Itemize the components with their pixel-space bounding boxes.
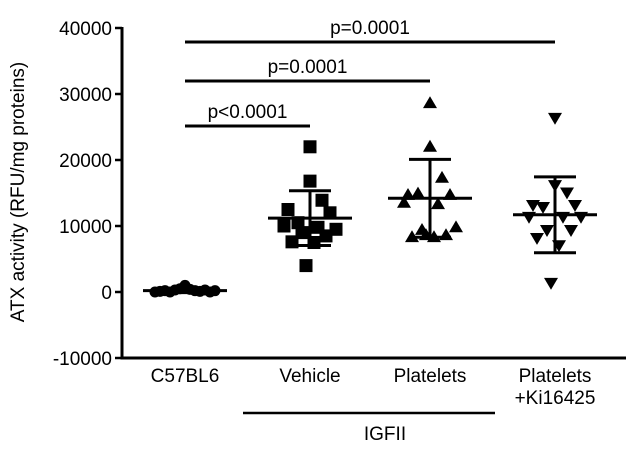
data-point [526, 199, 540, 212]
data-point [435, 170, 449, 183]
data-point [281, 203, 295, 216]
data-point [397, 195, 411, 208]
p-value-label: p=0.0001 [330, 18, 410, 39]
axes: -10000 0 10000 20000 30000 40000 C57BL6 Vehicle… [53, 19, 626, 409]
x-tick-label: Vehicle [279, 366, 340, 387]
data-point [323, 206, 337, 220]
data-point [315, 193, 329, 207]
series-circle [143, 279, 227, 298]
data-point [423, 96, 437, 109]
x-tick-label: Platelets [394, 366, 467, 387]
data-marks [143, 96, 597, 298]
data-point [540, 225, 554, 237]
p-value-label: p<0.0001 [208, 102, 288, 123]
p-value-label: p=0.0001 [268, 57, 348, 78]
data-point [548, 112, 562, 125]
data-point [411, 186, 425, 199]
y-tick-label: 40000 [59, 19, 112, 40]
data-point [530, 232, 544, 245]
data-point [299, 259, 313, 273]
data-point [449, 220, 463, 233]
data-point [303, 174, 317, 188]
data-point [568, 199, 582, 212]
data-point [564, 225, 578, 237]
series-triangle-down [513, 112, 597, 290]
y-tick-label: 20000 [59, 151, 112, 172]
data-point [431, 197, 445, 210]
y-tick-label: 30000 [59, 85, 112, 106]
data-point [544, 277, 558, 290]
significance-annotations: p=0.0001 p=0.0001 p<0.0001 [185, 18, 555, 128]
data-point [319, 229, 333, 243]
data-point [560, 187, 574, 200]
y-tick-label: 10000 [59, 217, 112, 238]
x-tick-label: +Ki16425 [515, 388, 596, 409]
series-triangle-up [388, 96, 472, 243]
data-point [303, 140, 317, 154]
series-square [268, 140, 352, 273]
data-point [536, 201, 550, 214]
data-point [329, 222, 343, 236]
x-tick-label: Platelets [519, 366, 592, 387]
group-label: IGFII [364, 424, 406, 444]
x-tick-label: C57BL6 [151, 366, 220, 387]
data-point [277, 219, 291, 233]
data-point [423, 139, 437, 152]
data-point [295, 226, 309, 240]
y-tick-label: -10000 [53, 349, 112, 370]
y-axis-label: ATX activity (RFU/mg proteins) [8, 62, 29, 322]
y-tick-label: 0 [101, 283, 112, 304]
